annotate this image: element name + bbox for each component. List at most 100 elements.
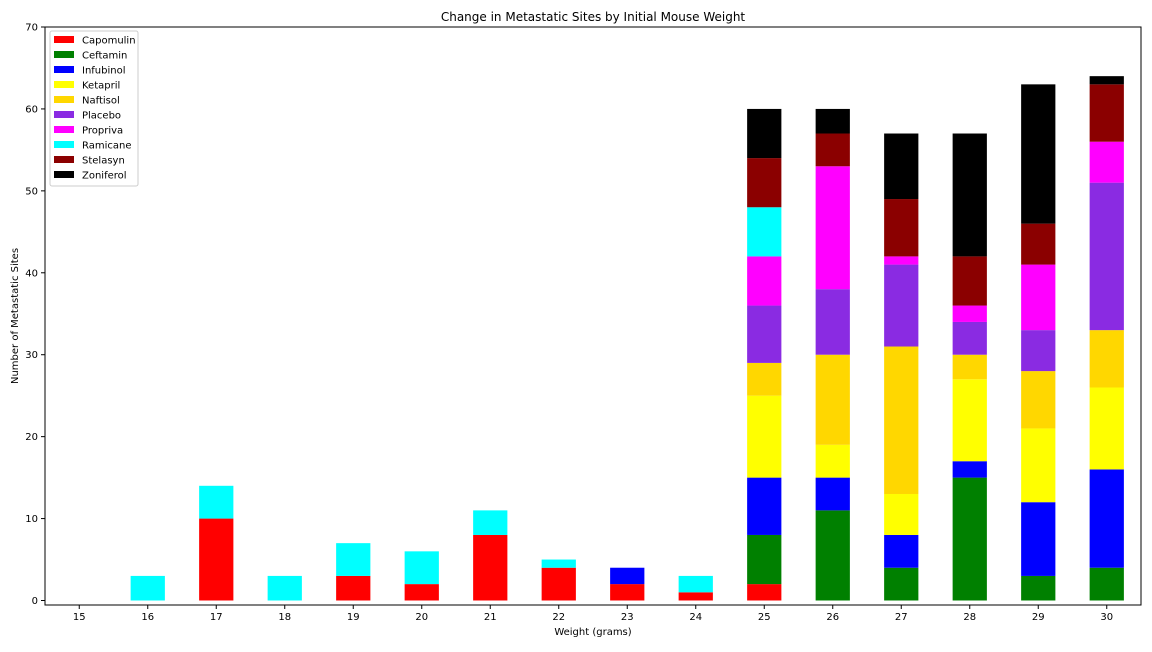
- bar-segment: [952, 379, 987, 462]
- bar-segment: [130, 575, 165, 601]
- legend-swatch: [54, 141, 74, 148]
- x-tick-label: 25: [758, 612, 771, 623]
- x-tick-label: 18: [278, 612, 291, 623]
- y-tick-label: 40: [25, 268, 38, 279]
- legend-label: Capomulin: [82, 36, 136, 47]
- legend: Capomulin Ceftamin Infubinol Ketapril Naftis…: [49, 30, 139, 187]
- bar-segment: [336, 543, 371, 576]
- bar-segment: [541, 567, 576, 601]
- y-tick-label: 70: [25, 23, 38, 34]
- x-axis-label: Weight (grams): [554, 627, 631, 638]
- bar-segment: [678, 592, 713, 601]
- bar-segment: [1089, 387, 1124, 470]
- bar-segment: [1021, 428, 1056, 503]
- x-tick-label: 16: [141, 612, 154, 623]
- y-tick-label: 60: [25, 104, 38, 115]
- y-axis-label: Number of Metastatic Sites: [10, 248, 21, 384]
- bar-segment: [952, 305, 987, 322]
- x-tick-label: 17: [210, 612, 223, 623]
- bar-segment: [884, 493, 919, 535]
- y-tick-label: 10: [25, 514, 38, 525]
- bar-segment: [1089, 141, 1124, 183]
- bar-segment: [884, 346, 919, 494]
- bar-segment: [1021, 84, 1056, 224]
- bar-segment: [1089, 567, 1124, 601]
- bar-segment: [815, 289, 850, 355]
- bar-segment: [952, 477, 987, 601]
- bar-segment: [884, 567, 919, 601]
- bar-segment: [952, 461, 987, 478]
- bar-segment: [952, 133, 987, 257]
- y-axis: 0 10 20 30 40 50 60 70: [25, 23, 45, 607]
- x-tick-label: 29: [1032, 612, 1045, 623]
- legend-swatch: [54, 171, 74, 178]
- bar-segment: [1089, 330, 1124, 388]
- legend-label: Ceftamin: [82, 51, 127, 62]
- bar-segment: [747, 256, 782, 306]
- bar-segment: [884, 133, 919, 200]
- bar-segment: [1021, 575, 1056, 601]
- chart-title: Change in Metastatic Sites by Initial Mo…: [441, 10, 746, 24]
- bar-segment: [747, 305, 782, 363]
- legend-label: Stelasyn: [82, 156, 125, 167]
- bar-segment: [610, 567, 645, 585]
- bar-segment: [1021, 223, 1056, 265]
- x-tick-label: 27: [895, 612, 908, 623]
- legend-swatch: [54, 126, 74, 133]
- bar-segment: [541, 559, 576, 568]
- bar-segment: [747, 477, 782, 535]
- x-tick-label: 26: [826, 612, 839, 623]
- bar-segment: [815, 477, 850, 511]
- bar-segment: [473, 534, 508, 601]
- bar-segment: [747, 207, 782, 257]
- x-tick-label: 19: [347, 612, 360, 623]
- bar-segment: [610, 584, 645, 601]
- x-tick-label: 24: [689, 612, 702, 623]
- bar-segment: [884, 264, 919, 347]
- x-tick-label: 28: [963, 612, 976, 623]
- bar-segment: [747, 534, 782, 585]
- bar-segment: [747, 108, 782, 159]
- bar-segment: [815, 510, 850, 601]
- bar-segment: [1089, 76, 1124, 85]
- legend-swatch: [54, 156, 74, 163]
- bar-segment: [1089, 84, 1124, 142]
- legend-swatch: [54, 36, 74, 43]
- bar-segment: [267, 575, 302, 601]
- y-tick-label: 20: [25, 432, 38, 443]
- bar-segment: [884, 199, 919, 257]
- legend-swatch: [54, 66, 74, 73]
- x-tick-label: 21: [484, 612, 497, 623]
- x-tick-label: 22: [552, 612, 565, 623]
- bar-segment: [747, 395, 782, 478]
- bar-segment: [952, 321, 987, 355]
- bar-segment: [952, 256, 987, 306]
- legend-label: Placebo: [82, 111, 121, 122]
- x-tick-label: 15: [73, 612, 86, 623]
- x-tick-label: 30: [1100, 612, 1113, 623]
- y-tick-label: 30: [25, 350, 38, 361]
- bar-segment: [1089, 469, 1124, 568]
- bar-segment: [815, 108, 850, 134]
- plot-frame: [44, 26, 1142, 606]
- bar-segment: [884, 534, 919, 568]
- legend-swatch: [54, 81, 74, 88]
- bar-segment: [1021, 371, 1056, 429]
- bar-segment: [747, 584, 782, 601]
- legend-label: Infubinol: [82, 66, 126, 77]
- bar-segment: [815, 354, 850, 445]
- legend-swatch: [54, 111, 74, 118]
- bar-segment: [1021, 264, 1056, 331]
- legend-label: Ketapril: [82, 81, 120, 92]
- bar-segment: [952, 354, 987, 380]
- legend-label: Zoniferol: [82, 171, 127, 182]
- bar-segment: [473, 510, 508, 535]
- bar-segment: [199, 485, 234, 519]
- x-tick-label: 20: [415, 612, 428, 623]
- bar-segment: [815, 166, 850, 290]
- x-tick-label: 23: [621, 612, 634, 623]
- bar-segment: [1021, 502, 1056, 576]
- y-tick-label: 50: [25, 186, 38, 197]
